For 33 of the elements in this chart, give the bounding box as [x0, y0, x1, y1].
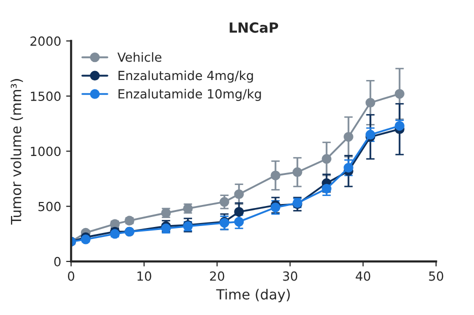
chart-title: LNCaP: [230, 22, 278, 33]
x-tick-label: 0: [68, 271, 74, 281]
point: [270, 202, 280, 212]
legend-label: Vehicle: [117, 52, 162, 62]
x-tick-label: 20: [210, 271, 224, 281]
point: [344, 162, 354, 173]
point: [322, 154, 332, 164]
y-tick-label: 2000: [30, 36, 61, 46]
point: [366, 130, 376, 140]
point: [234, 216, 244, 227]
y-tick-label: 1500: [30, 92, 61, 101]
x-tick-label: 30: [283, 271, 298, 281]
x-axis-title: Time (day): [216, 288, 290, 302]
point: [110, 229, 120, 239]
point: [270, 170, 280, 180]
y-axis-title: Tumor volume (mm³): [10, 79, 23, 225]
x-tick-label: 50: [429, 271, 444, 281]
legend-label: Enzalutamide 10mg/kg: [118, 88, 261, 101]
y-tick-label: 1000: [30, 146, 61, 156]
point: [394, 89, 404, 99]
point: [80, 234, 91, 244]
point: [366, 98, 376, 108]
point: [234, 189, 244, 200]
y-tick-label: 0: [54, 256, 61, 266]
x-tick-label: 40: [356, 271, 370, 281]
point: [344, 132, 354, 142]
point: [234, 206, 244, 217]
y-tick-label: 500: [38, 202, 61, 212]
point: [292, 167, 302, 178]
point: [322, 184, 332, 194]
legend-label: Enzalutamide 4mg/kg: [118, 70, 253, 83]
point: [220, 197, 230, 207]
x-tick-label: 10: [138, 271, 152, 281]
